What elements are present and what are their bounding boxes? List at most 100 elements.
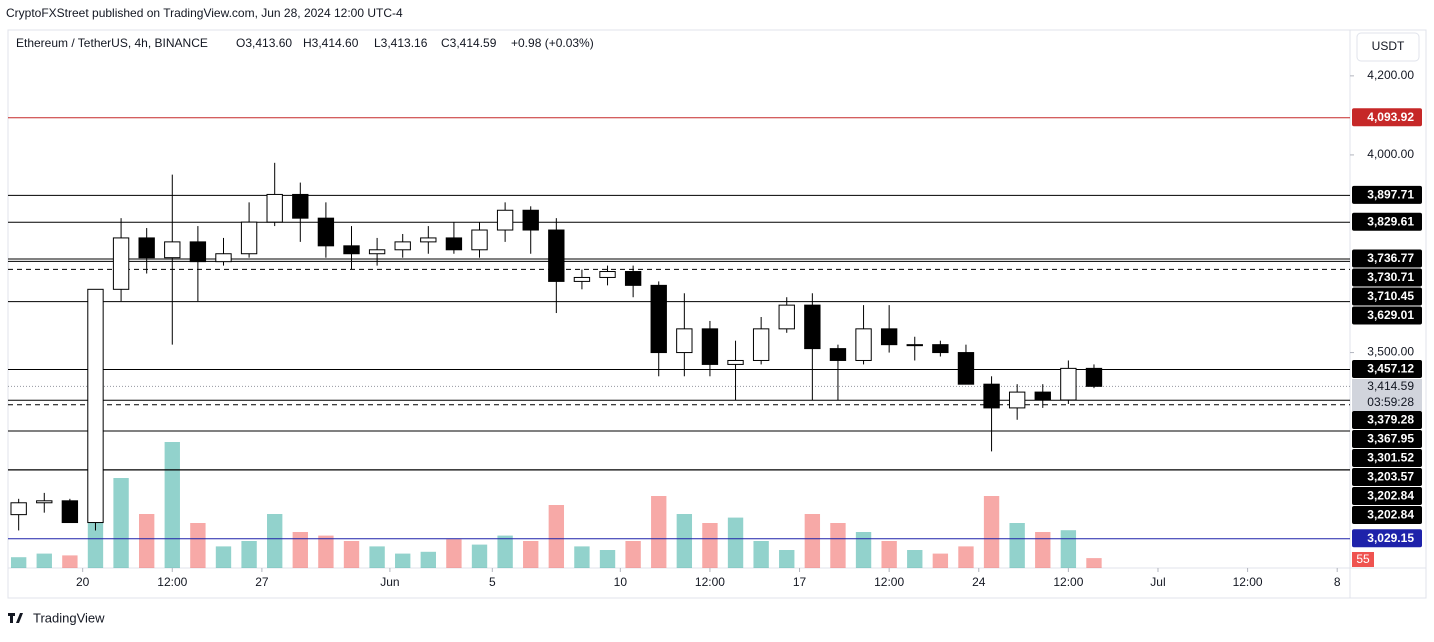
last-price-label: 3,414.59 — [1367, 379, 1414, 393]
level-label: 3,897.71 — [1367, 188, 1414, 202]
x-tick-label: 12:00 — [1053, 575, 1083, 589]
candle-body — [804, 304, 821, 350]
candle-body — [292, 193, 309, 219]
y-tick-label: 4,200.00 — [1367, 68, 1414, 82]
x-tick-label: 27 — [255, 575, 269, 589]
volume-bar — [779, 550, 795, 568]
level-label-bg — [1352, 411, 1422, 430]
logo-shape — [8, 613, 23, 623]
volume-bar — [369, 546, 385, 568]
candle-body — [983, 383, 1000, 409]
volume-bar — [113, 478, 129, 568]
volume-bar — [983, 496, 1000, 568]
x-tick-label: 12:00 — [1233, 575, 1263, 589]
x-tick-label: 12:00 — [874, 575, 904, 589]
candle-body — [522, 209, 539, 231]
volume-bar — [138, 514, 155, 568]
candle-body — [624, 271, 642, 286]
volume-bar — [907, 550, 923, 568]
volume-bar — [241, 541, 257, 568]
level-label-bg — [1352, 249, 1422, 268]
candle-body — [778, 304, 795, 330]
candle-body — [650, 284, 667, 354]
candle-body — [445, 237, 463, 251]
legend-line: Ethereum / TetherUS, 4h, BINANCE O3,413.… — [16, 36, 594, 50]
volume-bar — [830, 523, 846, 568]
volume-bar — [10, 557, 27, 568]
x-tick-label: 17 — [793, 575, 807, 589]
candle-body — [496, 209, 514, 231]
candle-body — [1034, 391, 1051, 401]
x-tick-label: 20 — [76, 575, 90, 589]
level-label: 3,202.84 — [1367, 489, 1414, 503]
volume-bar — [651, 496, 667, 568]
candle-body — [189, 241, 207, 263]
candle-body — [112, 237, 130, 290]
volume-bar — [36, 553, 52, 568]
level-label-bg — [1352, 287, 1422, 306]
volume-bar — [1035, 532, 1051, 568]
level-label-bg — [1352, 306, 1422, 325]
level-label-bg — [1352, 468, 1422, 487]
currency-button[interactable] — [1356, 32, 1420, 62]
volume-bar — [420, 551, 436, 568]
level-label-bg — [1352, 487, 1422, 506]
volume-bar — [343, 541, 360, 568]
volume-bar — [446, 539, 462, 568]
level-label: 3,301.52 — [1367, 451, 1414, 465]
candle-body — [1085, 367, 1103, 387]
symbol: Ethereum / TetherUS, 4h, BINANCE — [16, 36, 208, 50]
candle-body — [215, 253, 232, 263]
level-label: 3,029.15 — [1367, 531, 1414, 545]
candle-body — [906, 344, 923, 347]
candle-body — [10, 502, 27, 516]
candle-body — [394, 241, 411, 251]
brand: TradingView — [33, 610, 105, 625]
candle-body — [1060, 367, 1077, 401]
volume-bar — [497, 535, 513, 568]
currency-label[interactable]: USDT — [1372, 39, 1405, 53]
volume-bar — [548, 505, 565, 568]
volume-bar — [881, 541, 897, 568]
candle-body — [957, 352, 975, 385]
candle-body — [317, 217, 335, 247]
volume-bar — [958, 546, 974, 568]
candle-body — [573, 276, 591, 282]
volume-bar — [804, 514, 821, 568]
candle-body — [266, 193, 283, 223]
published-note: CryptoFXStreet published on TradingView.… — [6, 6, 403, 20]
volume-bar — [318, 535, 334, 568]
x-tick-label: 12:00 — [157, 575, 187, 589]
level-label-bg — [1352, 449, 1422, 468]
level-label: 4,093.92 — [1367, 110, 1414, 124]
volume-bar — [395, 553, 411, 568]
volume-bar — [190, 523, 206, 568]
candle-body — [164, 241, 181, 259]
volume-label-bg — [1352, 552, 1374, 567]
level-label: 3,367.95 — [1367, 432, 1414, 446]
level-label: 3,457.12 — [1367, 362, 1414, 376]
candle-body — [471, 229, 488, 251]
candle-body — [368, 249, 386, 255]
candle-body — [36, 500, 53, 504]
last-price-bg — [1352, 379, 1422, 412]
volume-bar — [471, 544, 488, 568]
volume-bar — [932, 553, 949, 568]
volume-label: 55 — [1356, 552, 1370, 566]
x-tick-label: 5 — [489, 575, 496, 589]
level-label-bg — [1352, 529, 1422, 548]
level-label: 3,379.28 — [1367, 413, 1414, 427]
x-tick-label: 8 — [1334, 575, 1341, 589]
x-tick-label: Jul — [1150, 575, 1165, 589]
volume-bar — [292, 532, 308, 568]
ohlc-close: C3,414.59 — [441, 36, 497, 50]
ohlc-high: H3,414.60 — [303, 36, 359, 50]
volume-bar — [1009, 523, 1025, 568]
candle-body — [727, 359, 744, 365]
x-tick-label: 12:00 — [695, 575, 725, 589]
level-label-bg — [1352, 430, 1422, 449]
volume-bar — [267, 514, 283, 568]
candle-body — [240, 221, 258, 255]
